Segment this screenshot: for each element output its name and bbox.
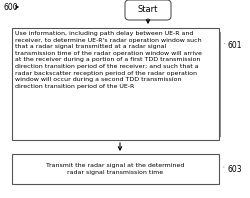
Text: 601: 601 [228, 42, 242, 50]
Bar [12, 28, 219, 140]
FancyBboxPatch shape [125, 0, 171, 20]
Text: Use information, including path delay between UE-R and
receiver, to determine UE: Use information, including path delay be… [15, 31, 202, 89]
Text: Start: Start [138, 6, 158, 14]
Bar [12, 154, 219, 184]
Text: 603: 603 [228, 165, 242, 173]
Text: 600: 600 [4, 3, 18, 12]
Text: Transmit the radar signal at the determined
radar signal transmission time: Transmit the radar signal at the determi… [46, 163, 185, 175]
